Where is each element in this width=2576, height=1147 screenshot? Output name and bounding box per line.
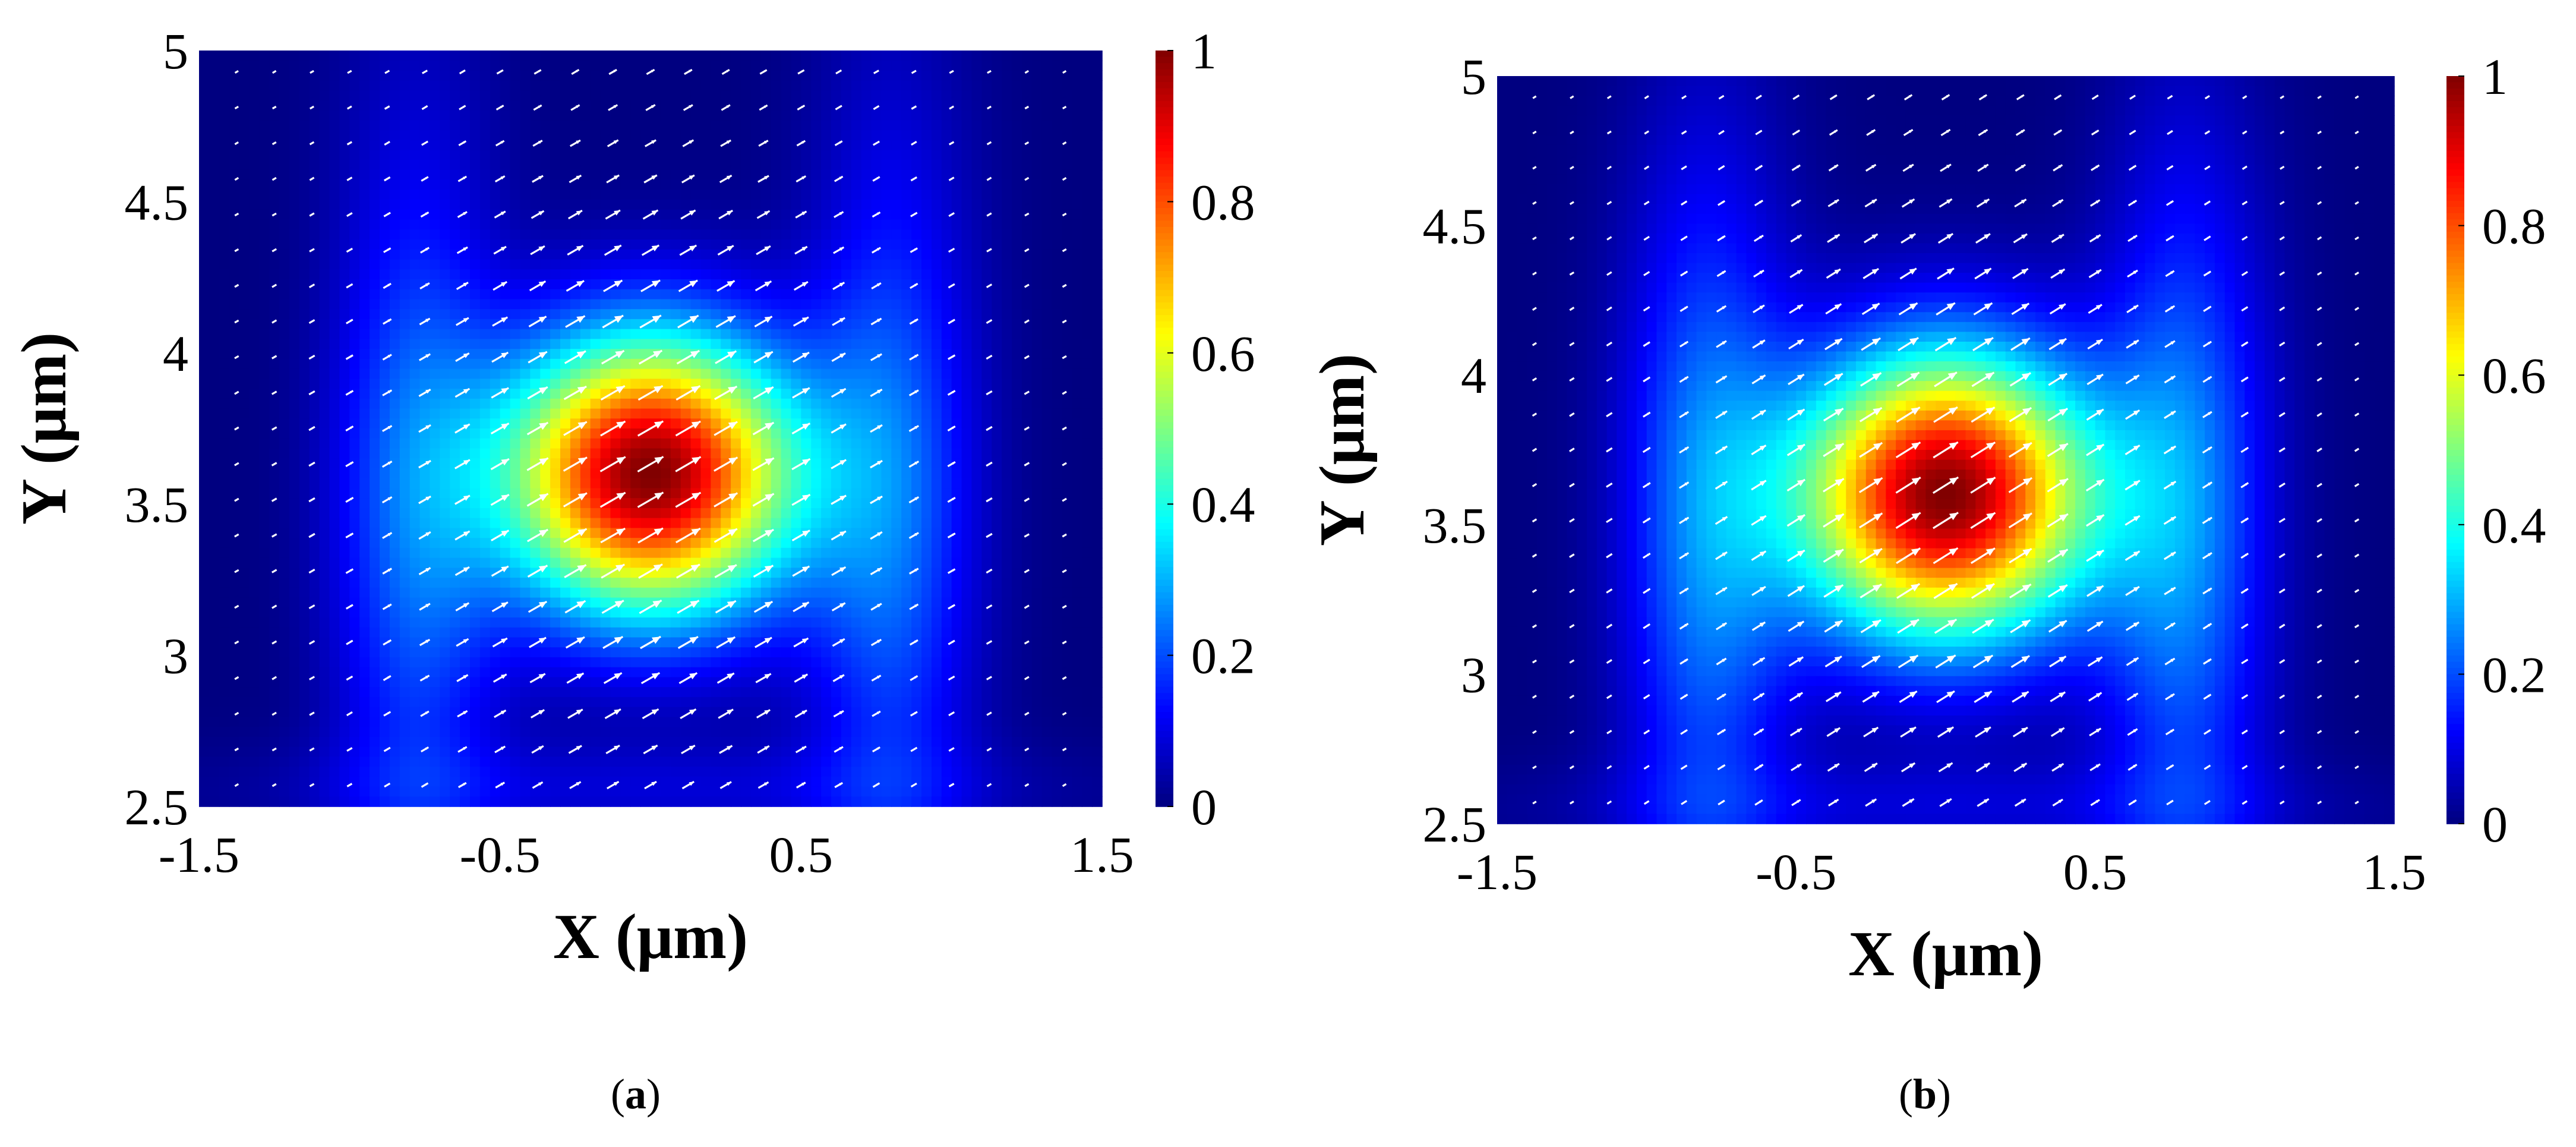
panel-label: (a): [611, 1070, 661, 1118]
y-tick-label: 5: [1461, 48, 1486, 105]
colorbar-tick-label: 0.8: [1191, 174, 1255, 231]
colorbar-tick-label: 0.4: [1191, 476, 1255, 533]
y-axis-label: Y (μm): [1307, 354, 1378, 546]
x-tick-label: 0.5: [769, 826, 834, 883]
colorbar-tick-label: 1: [1191, 23, 1217, 80]
colorbar-tick-label: 0.6: [2482, 347, 2546, 404]
colorbar-tick-label: 0: [1191, 779, 1217, 836]
y-axis-label: Y (μm): [9, 332, 80, 525]
x-tick-label: 0.5: [2063, 843, 2127, 900]
x-tick-label: -0.5: [460, 826, 541, 883]
colorbar-a: 0 0.2 0.4 0.6 0.8 1: [1156, 23, 1255, 836]
x-tick-label: -0.5: [1756, 843, 1836, 900]
x-axis-label: X (μm): [553, 902, 748, 972]
y-tick-label: 2.5: [1423, 796, 1487, 853]
y-tick-label: 3.5: [1423, 497, 1487, 554]
y-tick-label: 3: [163, 628, 188, 685]
y-tick-label: 3: [1461, 646, 1486, 703]
colorbar-tick-label: 0.4: [2482, 497, 2546, 554]
y-tick-label: 4: [163, 325, 188, 382]
x-axis-label: X (μm): [1848, 919, 2043, 990]
y-tick-label: 3.5: [125, 476, 189, 533]
y-tick-label: 4: [1461, 347, 1486, 404]
x-tick-label: 1.5: [1070, 826, 1134, 883]
panel-label: (b): [1899, 1070, 1951, 1118]
y-tick-label: 4.5: [125, 174, 189, 231]
colorbar-tick-label: 0.2: [2482, 646, 2546, 703]
colorbar-tick-label: 1: [2482, 48, 2508, 105]
x-tick-label: 1.5: [2362, 843, 2426, 900]
colorbar-tick-label: 0: [2482, 796, 2508, 853]
y-tick-label: 4.5: [1423, 198, 1487, 255]
y-tick-label: 2.5: [125, 779, 189, 836]
y-tick-label: 5: [163, 23, 188, 80]
colorbar-tick-label: 0.2: [1191, 628, 1255, 685]
colorbar-tick-label: 0.6: [1191, 325, 1255, 382]
colorbar-b: 0 0.2 0.4 0.6 0.8 1: [2446, 48, 2546, 853]
colorbar-tick-label: 0.8: [2482, 198, 2546, 255]
